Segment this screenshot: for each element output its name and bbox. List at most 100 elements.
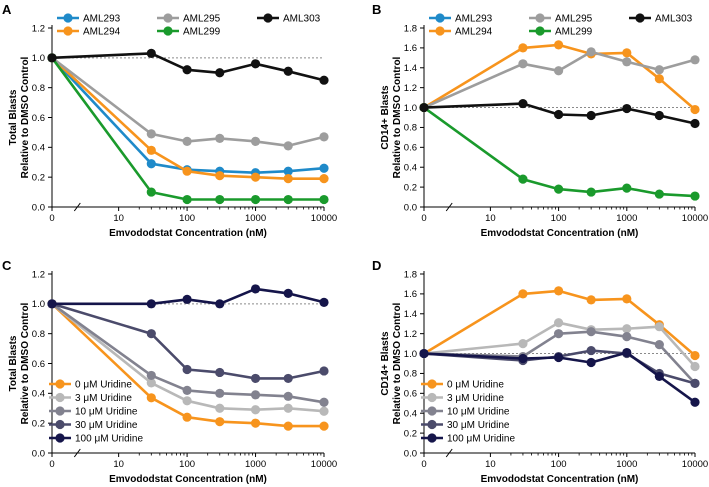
legend-marker — [55, 392, 65, 403]
data-point-0-um-uridine — [690, 350, 700, 361]
panel-a: A 0.0 0.2 0.4 0.6 0.8 1.0 1.2 0 10 100 1000 10000 Emv… — [2, 2, 337, 239]
data-point-0-um-uridine — [283, 421, 293, 431]
y-tick-label: 0.0 — [32, 202, 45, 213]
legend-item-aml295: AML295 — [157, 13, 221, 25]
data-point-aml299 — [215, 194, 225, 205]
y-tick-label: 1.4 — [404, 63, 417, 74]
x-tick-label: 1000 — [616, 213, 637, 224]
data-point-aml303 — [182, 65, 192, 75]
data-point-100-um-uridine — [586, 357, 596, 368]
data-point-100-um-uridine — [215, 299, 225, 309]
y-tick-label: 0.4 — [404, 163, 417, 174]
y-tick-label: 0.2 — [32, 418, 45, 429]
legend-item-aml295: AML295 — [529, 13, 593, 25]
y-axis-title: CD14+ BlastsRelative to DMSO Control — [380, 302, 403, 424]
data-point-aml295 — [146, 129, 156, 139]
y-tick-label: 1.2 — [32, 269, 45, 280]
legend-item-aml303: AML303 — [257, 13, 321, 25]
data-point-3-um-uridine — [319, 406, 329, 416]
data-point-0-um-uridine — [182, 412, 192, 422]
panel-c: C 0.0 0.2 0.4 0.6 0.8 1.0 1.2 0 10 100 1000 10000 Emv… — [2, 258, 337, 485]
x-tick-label: 10000 — [682, 213, 708, 224]
legend-marker — [427, 379, 437, 389]
data-point-3-um-uridine — [518, 339, 528, 349]
x-axis-title: Emvododstat Concentration (nM) — [481, 474, 639, 485]
data-point-30-um-uridine — [586, 345, 596, 356]
legend: 0 μM Uridine 3 μM Uridine 10 μM Uridine 30 … — [49, 379, 143, 445]
legend-label: 0 μM Uridine — [447, 380, 504, 391]
y-tick-label: 0.6 — [404, 143, 417, 154]
data-point-3-um-uridine — [690, 361, 700, 372]
data-point-aml294 — [319, 174, 329, 184]
axis-break-mark — [445, 202, 453, 212]
data-point-3-um-uridine — [146, 378, 156, 388]
x-tick-label: 100 — [551, 459, 567, 470]
panel-b: B 0.0 0.2 0.4 0.6 0.8 1.0 1.2 1.4 1.6 1.8 0 10 100 100… — [372, 2, 708, 239]
legend-label: AML303 — [655, 14, 693, 25]
x-tick-label: 1000 — [245, 459, 266, 470]
data-point-10-um-uridine — [654, 340, 664, 350]
y-axis-title: Total BlastsRelative to DMSO Control — [8, 56, 31, 178]
y-tick-label: 0.8 — [32, 329, 45, 340]
data-point-aml303 — [518, 98, 528, 109]
data-point-30-um-uridine — [319, 366, 329, 376]
y-tick-label: 1.0 — [32, 299, 45, 310]
x-axis-title: Emvododstat Concentration (nM) — [481, 228, 639, 239]
y-tick-label: 1.6 — [404, 43, 417, 54]
data-point-10-um-uridine — [215, 388, 225, 398]
data-point-aml303 — [319, 75, 329, 85]
data-point-30-um-uridine — [250, 373, 261, 384]
data-point-3-um-uridine — [553, 318, 564, 328]
legend-label: 100 μM Uridine — [75, 434, 143, 445]
legend-marker — [55, 419, 65, 430]
data-point-100-um-uridine — [654, 371, 664, 382]
legend-marker — [535, 13, 545, 23]
data-point-30-um-uridine — [215, 367, 225, 378]
y-tick-label: 1.4 — [404, 309, 417, 320]
legend-marker — [435, 26, 445, 36]
legend-item-aml293: AML293 — [57, 13, 121, 25]
data-point-aml295 — [283, 141, 293, 151]
data-point-aml295 — [518, 59, 528, 69]
y-tick-label: 0.2 — [404, 182, 417, 193]
data-point-aml303 — [250, 59, 261, 69]
x-tick-label: 1000 — [245, 213, 266, 224]
legend-item-aml303: AML303 — [629, 13, 693, 25]
data-point-aml295 — [250, 136, 261, 146]
legend-item-aml294: AML294 — [429, 26, 493, 38]
data-point-10-um-uridine — [146, 370, 156, 381]
legend-item-aml293: AML293 — [429, 13, 493, 25]
legend-marker — [435, 13, 445, 23]
axis-break-mark — [73, 448, 81, 458]
data-point-100-um-uridine — [146, 299, 156, 309]
y-tick-label: 0.4 — [32, 143, 45, 154]
series-line-aml293 — [51, 56, 325, 174]
data-point-3-um-uridine — [283, 403, 293, 413]
data-point-aml294 — [622, 48, 632, 58]
legend-item-100-um-uridine: 100 μM Uridine — [49, 433, 143, 445]
data-point-100-um-uridine — [47, 299, 57, 309]
y-tick-label: 1.2 — [404, 83, 417, 94]
data-point-0-um-uridine — [215, 417, 225, 427]
data-point-aml303 — [419, 102, 429, 113]
y-tick-label: 0.4 — [32, 389, 45, 400]
legend-label: AML293 — [83, 14, 121, 25]
x-axis-title: Emvododstat Concentration (nM) — [109, 228, 267, 239]
y-tick-label: 1.0 — [32, 53, 45, 64]
data-point-100-um-uridine — [419, 348, 429, 359]
panel-letter-a: A — [2, 2, 12, 17]
data-point-aml295 — [182, 136, 192, 146]
data-point-0-um-uridine — [553, 286, 564, 296]
x-tick-label: 10000 — [311, 459, 337, 470]
data-point-10-um-uridine — [586, 327, 596, 337]
data-point-aml294 — [518, 43, 528, 53]
data-point-10-um-uridine — [622, 332, 632, 342]
axis-break-mark — [445, 448, 453, 458]
legend-item-aml294: AML294 — [57, 26, 121, 38]
panel-letter-b: B — [372, 2, 381, 17]
data-point-0-um-uridine — [622, 294, 632, 304]
data-point-aml299 — [586, 187, 596, 197]
data-point-10-um-uridine — [283, 391, 293, 401]
y-tick-label: 0.0 — [32, 448, 45, 459]
series-line-aml295 — [423, 50, 696, 109]
